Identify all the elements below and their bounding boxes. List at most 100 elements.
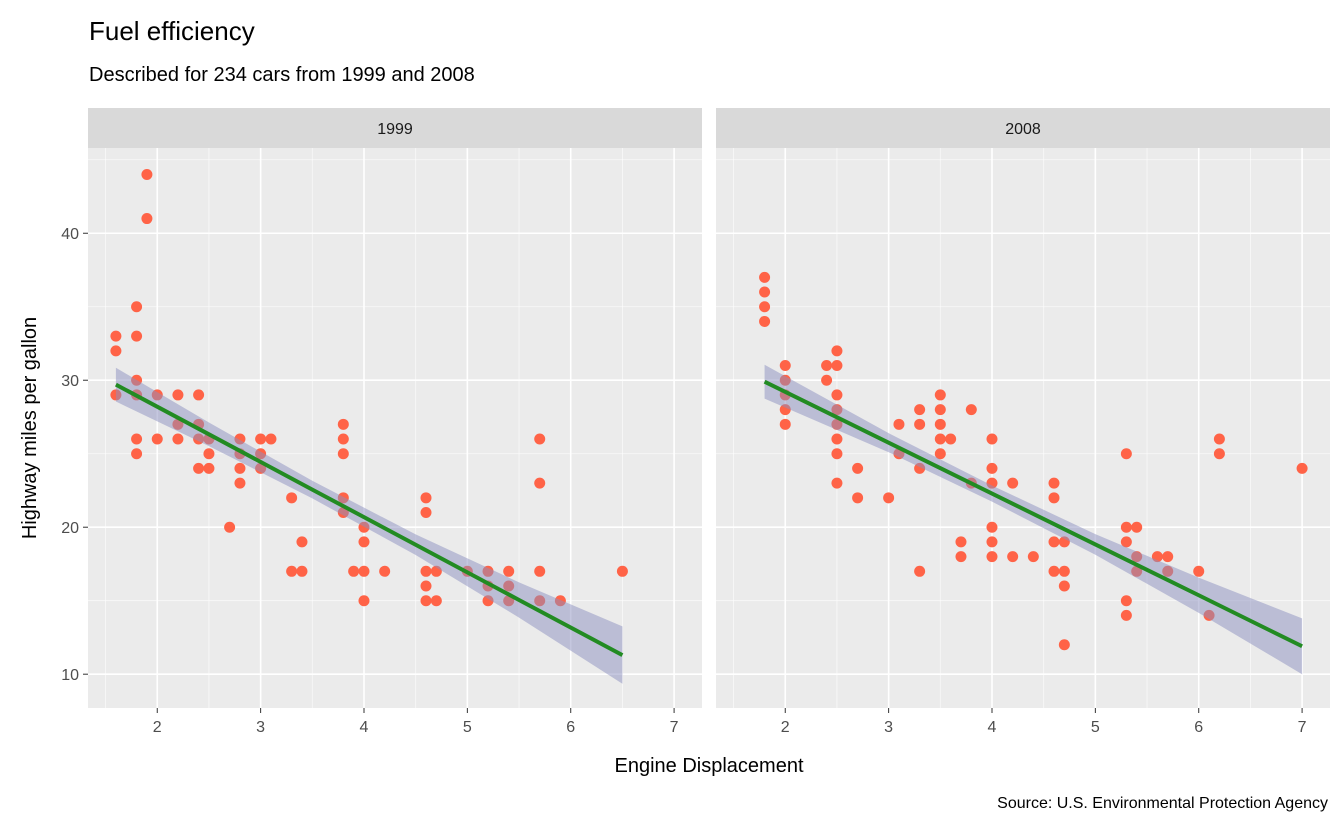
data-point	[1120, 448, 1132, 460]
x-tick-label: 5	[1091, 719, 1100, 736]
data-point	[934, 418, 946, 430]
data-point	[1048, 565, 1060, 577]
x-axis-title: Engine Displacement	[615, 755, 804, 777]
data-point	[945, 433, 957, 445]
data-point	[203, 462, 215, 474]
data-point	[131, 301, 143, 313]
x-tick-label: 4	[988, 719, 997, 736]
data-point	[852, 492, 864, 504]
data-point	[955, 551, 967, 563]
data-point	[616, 565, 628, 577]
data-point	[1162, 551, 1174, 563]
data-point	[1120, 609, 1132, 621]
data-point	[337, 433, 349, 445]
chart-title: Fuel efficiency	[89, 16, 255, 46]
data-point	[852, 462, 864, 474]
data-point	[203, 448, 215, 460]
data-point	[131, 330, 143, 342]
data-point	[1131, 521, 1143, 533]
data-point	[831, 360, 843, 372]
data-point	[1193, 565, 1205, 577]
data-point	[831, 448, 843, 460]
data-point	[193, 462, 205, 474]
data-point	[986, 433, 998, 445]
data-point	[131, 433, 143, 445]
data-point	[534, 433, 546, 445]
data-point	[172, 389, 184, 401]
data-point	[534, 565, 546, 577]
data-point	[141, 213, 153, 225]
x-tick-label: 6	[566, 719, 575, 736]
data-point	[914, 418, 926, 430]
data-point	[1048, 477, 1060, 489]
data-point	[224, 521, 236, 533]
data-point	[1058, 639, 1070, 651]
data-point	[986, 462, 998, 474]
data-point	[883, 492, 895, 504]
data-point	[986, 521, 998, 533]
facet-strip	[88, 108, 702, 148]
data-point	[420, 492, 432, 504]
data-point	[955, 536, 967, 548]
y-tick-label: 10	[61, 667, 79, 684]
data-point	[1120, 536, 1132, 548]
data-point	[420, 580, 432, 592]
facet-strip-label: 2008	[1005, 121, 1041, 138]
x-tick-label: 2	[781, 719, 790, 736]
data-point	[914, 404, 926, 416]
data-point	[534, 477, 546, 489]
data-point	[831, 477, 843, 489]
data-point	[286, 565, 298, 577]
data-point	[420, 565, 432, 577]
data-point	[110, 345, 122, 357]
data-point	[965, 404, 977, 416]
data-point	[1027, 551, 1039, 563]
data-point	[358, 595, 370, 607]
data-point	[934, 389, 946, 401]
regression-line	[763, 379, 1303, 649]
confidence-ribbon	[115, 367, 623, 684]
data-point	[430, 595, 442, 607]
data-point	[1048, 492, 1060, 504]
y-tick-label: 40	[61, 226, 79, 243]
confidence-ribbon	[764, 364, 1303, 675]
x-tick-label: 6	[1194, 719, 1203, 736]
facet-strip	[716, 108, 1330, 148]
data-point	[934, 433, 946, 445]
data-point	[141, 168, 153, 180]
x-tick-label: 7	[1298, 719, 1307, 736]
data-point	[1296, 462, 1308, 474]
data-point	[1120, 595, 1132, 607]
data-point	[337, 448, 349, 460]
data-point	[914, 565, 926, 577]
chart-subtitle: Described for 234 cars from 1999 and 200…	[89, 64, 475, 86]
data-point	[759, 286, 771, 298]
data-point	[934, 448, 946, 460]
data-point	[110, 330, 122, 342]
data-point	[759, 315, 771, 327]
data-point	[1007, 477, 1019, 489]
regression-line	[114, 382, 624, 657]
data-point	[759, 301, 771, 313]
data-point	[831, 433, 843, 445]
data-point	[172, 433, 184, 445]
data-point	[503, 565, 515, 577]
chart-caption: Source: U.S. Environmental Protection Ag…	[997, 795, 1328, 812]
data-point	[831, 345, 843, 357]
y-tick-label: 30	[61, 373, 79, 390]
data-point	[337, 418, 349, 430]
data-point	[986, 536, 998, 548]
data-point	[779, 418, 791, 430]
data-point	[759, 271, 771, 283]
data-point	[358, 565, 370, 577]
facet-strip-label: 1999	[377, 121, 413, 138]
data-point	[831, 389, 843, 401]
y-axis-title: Highway miles per gallon	[19, 317, 41, 539]
x-tick-label: 4	[360, 719, 369, 736]
data-point	[348, 565, 360, 577]
data-point	[358, 536, 370, 548]
data-point	[1058, 580, 1070, 592]
data-point	[1213, 448, 1225, 460]
data-point	[779, 360, 791, 372]
data-point	[986, 551, 998, 563]
